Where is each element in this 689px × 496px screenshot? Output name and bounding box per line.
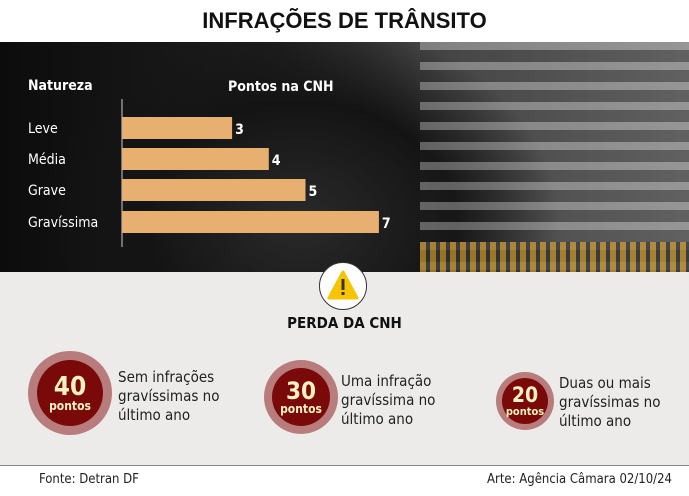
warning-icon: [327, 270, 359, 300]
points-value: 30: [285, 377, 317, 405]
bar-média: [122, 148, 269, 170]
points-unit: pontos: [505, 405, 545, 418]
points-circle-40: 40 pontos: [28, 351, 112, 435]
background-photo: [0, 42, 689, 274]
infographic-title: INFRAÇÕES DE TRÂNSITO: [202, 8, 487, 33]
bar-leve: [122, 117, 233, 139]
warning-badge: [319, 262, 367, 310]
points-unit: pontos: [49, 399, 91, 413]
category-label: Leve: [28, 121, 58, 137]
bar-chart: Natureza Pontos na CNH Leve 3 Média 4 Grave 5…: [28, 78, 391, 247]
points-circle-30: 30 pontos: [264, 360, 338, 434]
value-header: Pontos na CNH: [228, 79, 334, 95]
points-circle-20: 20 pontos: [496, 372, 554, 430]
points-value: 20: [511, 383, 539, 407]
bar-gravíssima: [122, 211, 379, 233]
item-description: Sem infrações gravíssimas no último ano: [118, 368, 220, 424]
item-description: Uma infração gravíssima no último ano: [341, 372, 436, 428]
value-label: 5: [309, 184, 318, 200]
value-label: 3: [235, 122, 244, 138]
section-title: PERDA DA CNH: [287, 314, 402, 332]
value-label: 7: [382, 216, 391, 232]
value-label: 4: [272, 153, 281, 169]
points-value: 40: [53, 372, 87, 402]
credit-text: Arte: Agência Câmara 02/10/24: [487, 472, 672, 487]
category-label: Média: [28, 152, 66, 168]
footer-divider: [0, 465, 689, 466]
category-header: Natureza: [28, 78, 93, 94]
category-label: Gravíssima: [28, 215, 98, 231]
points-unit: pontos: [280, 402, 322, 416]
category-label: Grave: [28, 183, 66, 199]
source-text: Fonte: Detran DF: [39, 472, 139, 487]
item-description: Duas ou mais gravíssimas no último ano: [559, 374, 661, 430]
bar-grave: [122, 179, 306, 201]
